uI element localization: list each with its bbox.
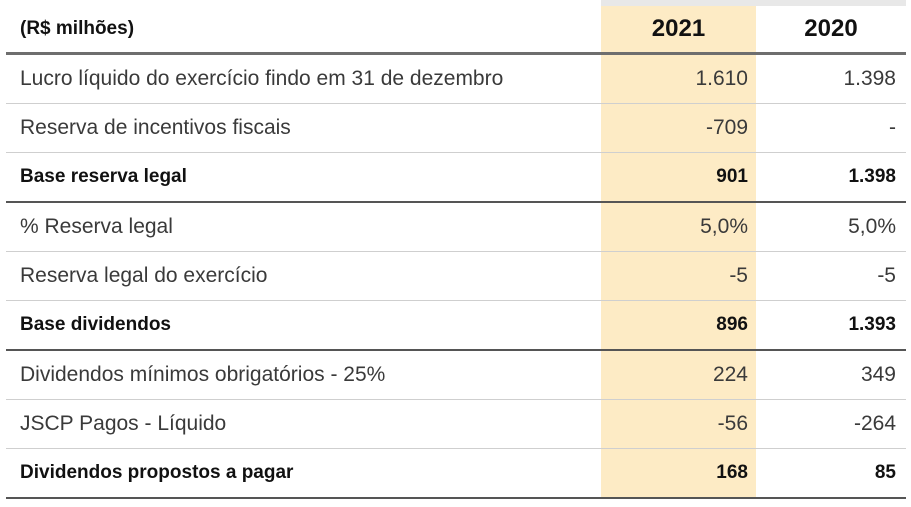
- table-row: % Reserva legal 5,0% 5,0%: [6, 202, 906, 252]
- value-2021: 1.610: [601, 53, 756, 104]
- value-2021: -5: [601, 251, 756, 301]
- row-label: Dividendos mínimos obrigatórios - 25%: [6, 350, 601, 400]
- dividends-table: (R$ milhões) 2021 2020 Lucro líquido do …: [6, 6, 906, 499]
- value-2020: 349: [756, 350, 906, 400]
- value-2020: 1.398: [756, 53, 906, 104]
- year-2021-header: 2021: [601, 6, 756, 55]
- value-2021: -56: [601, 399, 756, 449]
- value-2020: 85: [756, 448, 906, 499]
- value-2021: 168: [601, 448, 756, 499]
- value-2021: 5,0%: [601, 202, 756, 252]
- row-label: Lucro líquido do exercício findo em 31 d…: [6, 53, 601, 104]
- year-2020-header: 2020: [756, 6, 906, 55]
- row-label: Reserva legal do exercício: [6, 251, 601, 301]
- row-label: Base dividendos: [6, 300, 601, 351]
- value-2021: -709: [601, 103, 756, 153]
- table-header: (R$ milhões) 2021 2020: [6, 6, 906, 55]
- table-body: Lucro líquido do exercício findo em 31 d…: [6, 53, 906, 499]
- value-2021: 224: [601, 350, 756, 400]
- table-row-total: Base dividendos 896 1.393: [6, 300, 906, 351]
- table-row: JSCP Pagos - Líquido -56 -264: [6, 399, 906, 449]
- table-row: Reserva de incentivos fiscais -709 -: [6, 103, 906, 153]
- row-label: Reserva de incentivos fiscais: [6, 103, 601, 153]
- table-row: Dividendos mínimos obrigatórios - 25% 22…: [6, 350, 906, 400]
- header-row: (R$ milhões) 2021 2020: [6, 6, 906, 55]
- table-row-total: Base reserva legal 901 1.398: [6, 152, 906, 203]
- value-2020: -: [756, 103, 906, 153]
- unit-label: (R$ milhões): [6, 6, 601, 55]
- row-label: JSCP Pagos - Líquido: [6, 399, 601, 449]
- row-label: % Reserva legal: [6, 202, 601, 252]
- table-row-total: Dividendos propostos a pagar 168 85: [6, 448, 906, 499]
- value-2021: 896: [601, 300, 756, 351]
- row-label: Base reserva legal: [6, 152, 601, 203]
- dividends-table-container: (R$ milhões) 2021 2020 Lucro líquido do …: [6, 0, 906, 507]
- header-top-strip: [601, 0, 906, 6]
- value-2020: 5,0%: [756, 202, 906, 252]
- value-2020: 1.398: [756, 152, 906, 203]
- value-2020: -5: [756, 251, 906, 301]
- table-row: Reserva legal do exercício -5 -5: [6, 251, 906, 301]
- value-2021: 901: [601, 152, 756, 203]
- value-2020: -264: [756, 399, 906, 449]
- value-2020: 1.393: [756, 300, 906, 351]
- table-row: Lucro líquido do exercício findo em 31 d…: [6, 53, 906, 104]
- row-label: Dividendos propostos a pagar: [6, 448, 601, 499]
